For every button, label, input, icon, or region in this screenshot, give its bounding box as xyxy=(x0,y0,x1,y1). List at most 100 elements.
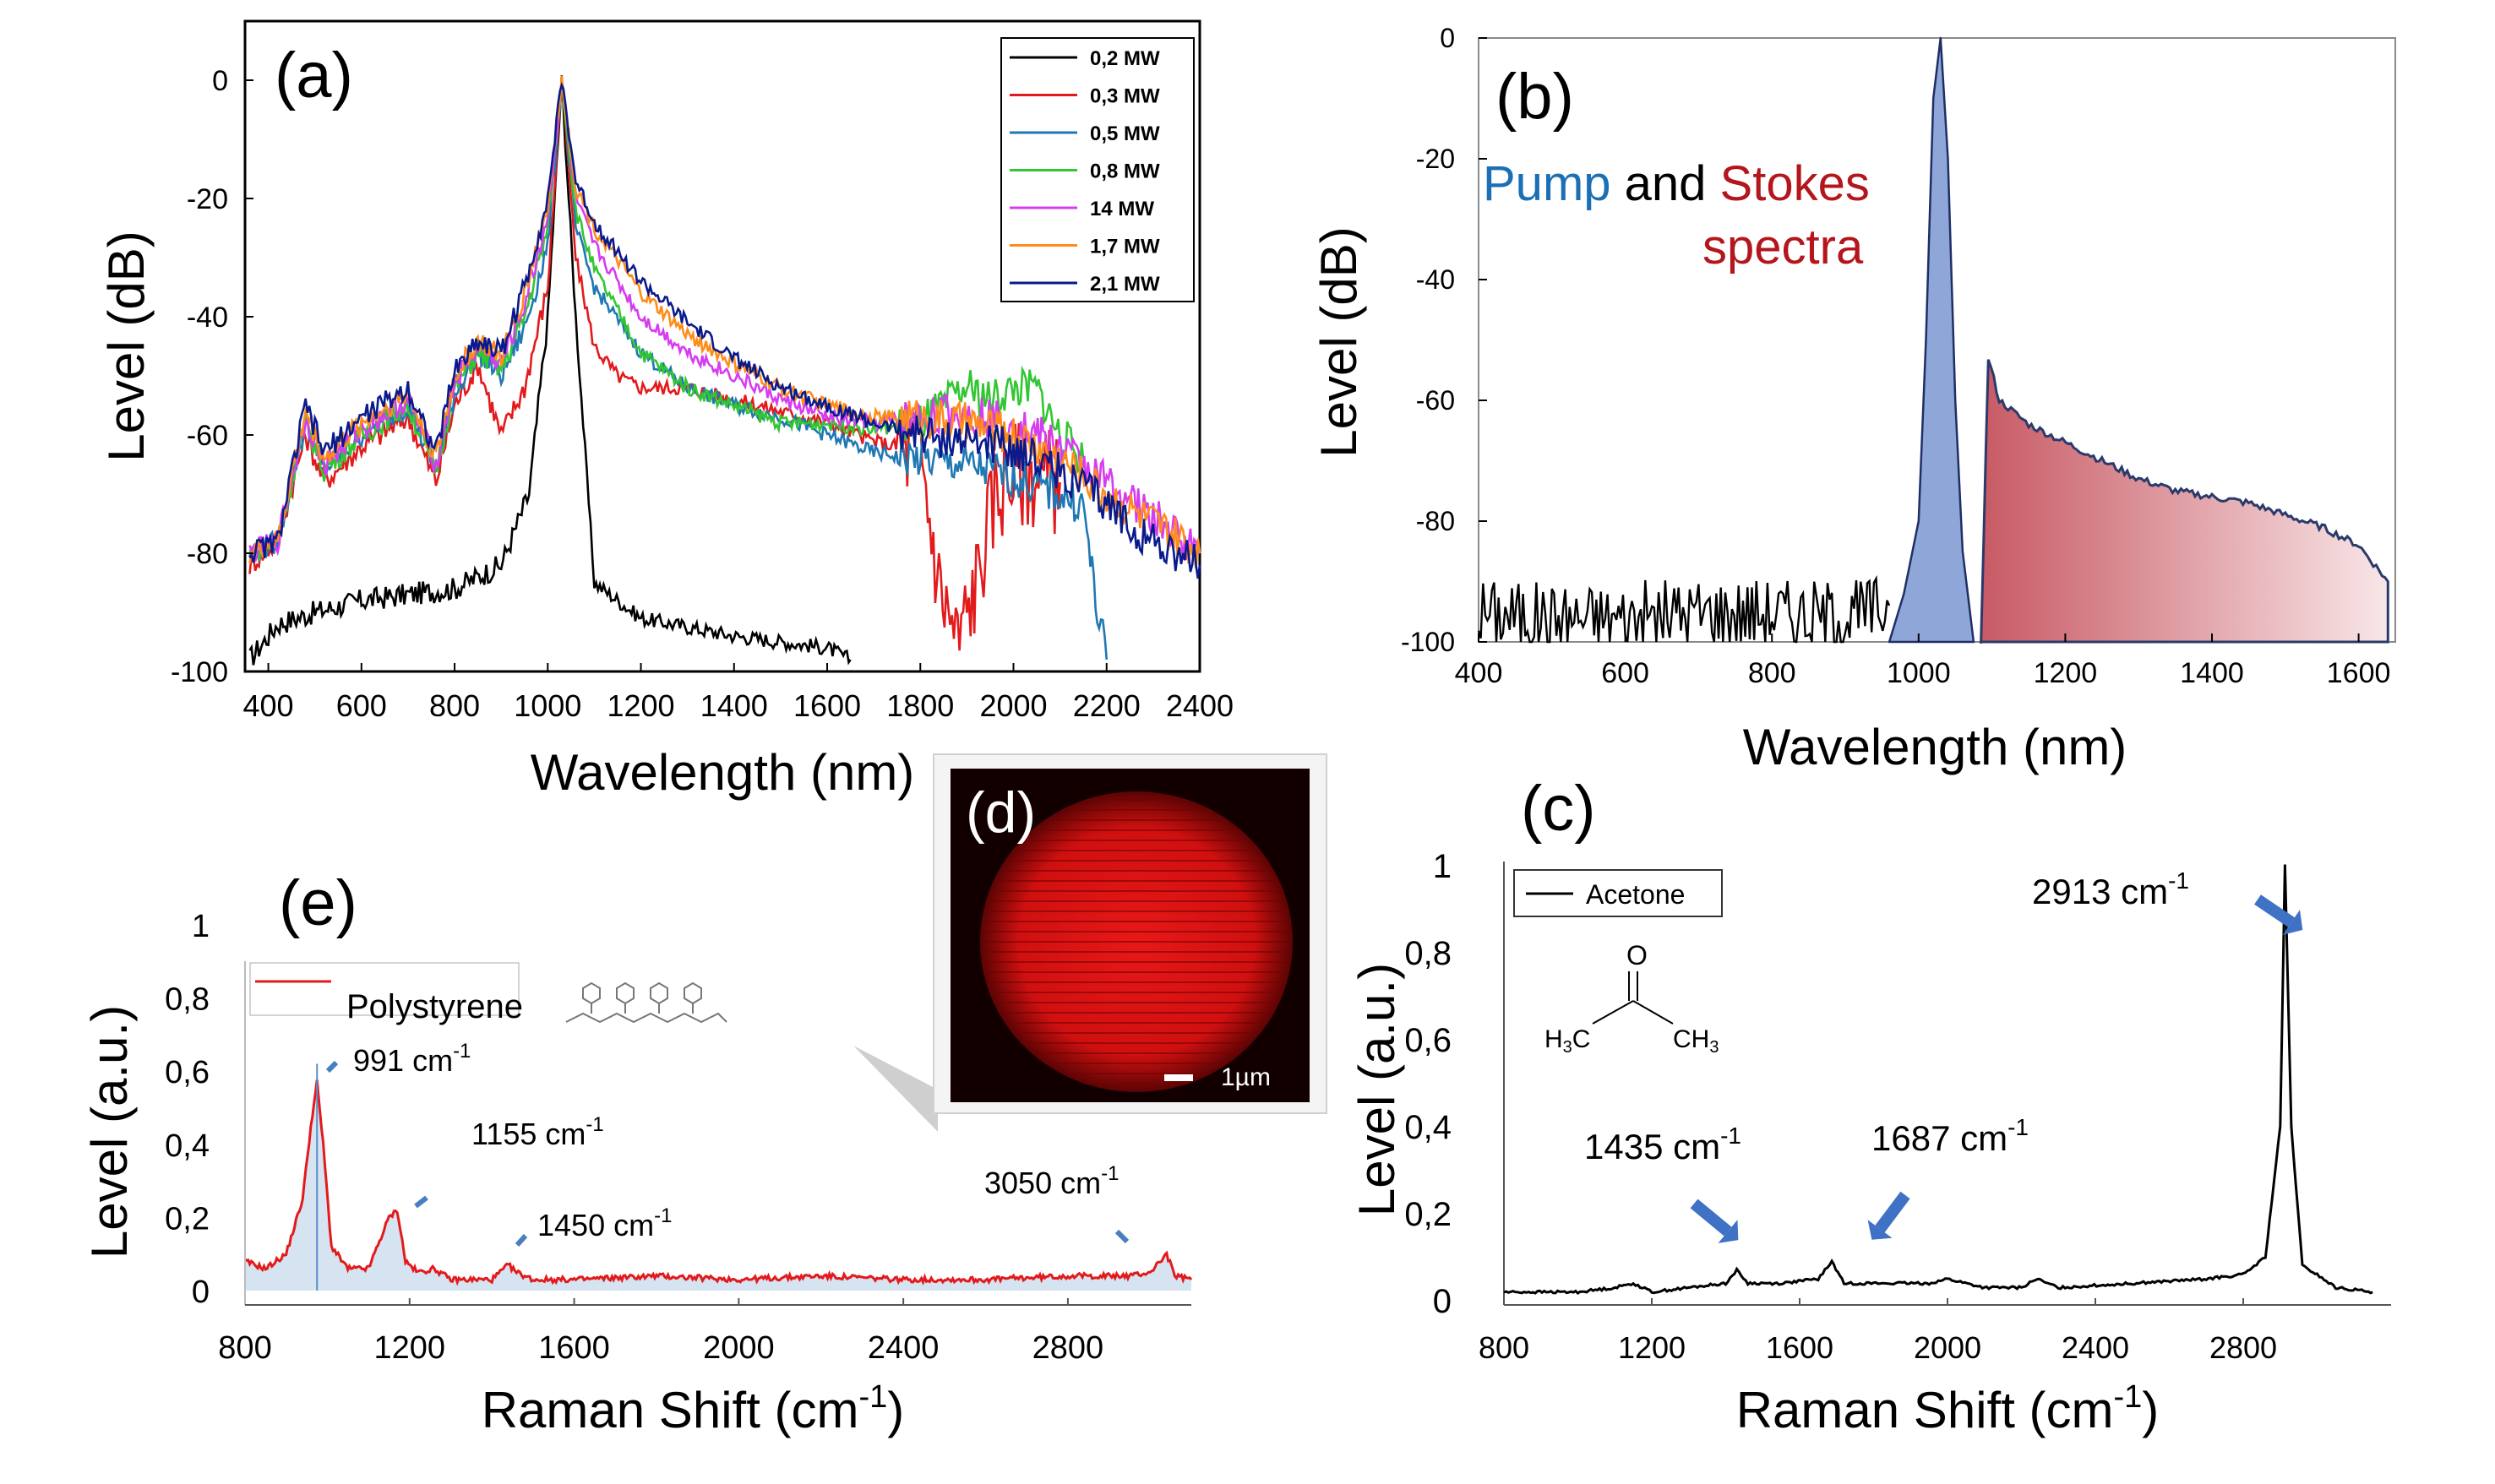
panel-a-legend-label: 1,7 MW xyxy=(1090,236,1160,258)
panel-b-x-ticks: 400 600 800 1000 1200 1400 1600 xyxy=(1455,633,2391,689)
panel-b-x-tick-label: 600 xyxy=(1601,657,1649,689)
panel-a-legend-label: 0,8 MW xyxy=(1090,160,1160,183)
panel-c-x-axis-label-main: Raman Shift (cm xyxy=(1736,1382,2114,1438)
panel-e-y-tick-label: 0,8 xyxy=(165,982,210,1018)
acetone-methyl-left: H3C xyxy=(1544,1025,1590,1057)
panel-c-legend: Acetone xyxy=(1513,869,1723,917)
panel-e-x-tick-label: 800 xyxy=(218,1330,271,1366)
panel-a-y-axis-label: Level (dB) xyxy=(98,231,155,461)
peak-arrow xyxy=(1690,1199,1732,1237)
scale-bar-label: 1µm xyxy=(1221,1063,1271,1091)
panel-c-series xyxy=(1503,864,2373,1296)
panel-c-y-axis-label: Level (a.u.) xyxy=(1348,963,1405,1216)
panel-a-x-tick-label: 1800 xyxy=(886,688,954,723)
panel-e-x-tick-label: 2800 xyxy=(1032,1330,1104,1366)
panel-c-x-ticks: 800 1200 1600 2000 2400 2800 xyxy=(1479,1298,2277,1365)
panel-e-y-tick-label: 0,4 xyxy=(165,1128,210,1164)
panel-c-y-tick-label: 0,8 xyxy=(1404,935,1452,972)
panel-b-x-tick-label: 1200 xyxy=(2034,657,2098,689)
panel-b-y-tick-label: -40 xyxy=(1416,264,1455,295)
panel-b-x-tick-label: 1000 xyxy=(1887,657,1951,689)
panel-e-peak-label: 1155 cm-1 xyxy=(471,1113,604,1151)
peak-label-text: 3050 cm xyxy=(984,1166,1101,1200)
panel-e-y-ticks: 0 0,2 0,4 0,6 0,8 1 xyxy=(165,909,210,1310)
peak-label-sup: -1 xyxy=(2007,1114,2029,1140)
panel-a-x-tick-label: 600 xyxy=(336,688,387,723)
panel-a-x-axis-label: Wavelength (nm) xyxy=(531,744,915,801)
panel-a-x-tick-label: 1400 xyxy=(700,688,768,723)
panel-e-legend-box xyxy=(249,962,520,1016)
polystyrene-ring-3 xyxy=(650,981,668,1005)
panel-c-axes xyxy=(1503,862,2391,1306)
acetone-structure: O H3C CH3 xyxy=(1544,940,1719,1057)
pump-text: Pump xyxy=(1483,156,1611,211)
panel-c-x-tick-label: 2800 xyxy=(2209,1330,2277,1365)
peak-label-sup: -1 xyxy=(453,1040,471,1063)
panel-e-x-ticks: 800 1200 1600 2000 2400 2800 xyxy=(218,1298,1103,1366)
panel-e-peak-label: 3050 cm-1 xyxy=(984,1162,1119,1200)
peak-label-sup: -1 xyxy=(586,1113,603,1136)
peak-label-sup: -1 xyxy=(1101,1162,1119,1185)
peak-arrow xyxy=(414,1195,428,1209)
panel-b-annotation-line2: spectra xyxy=(1702,220,1864,275)
peak-label-sup: -1 xyxy=(1720,1123,1741,1149)
peak-label-text: 1155 cm xyxy=(471,1117,586,1151)
panel-a: 0 -20 -40 -60 -80 -100 400 600 800 1000 1200 1400 1… xyxy=(98,19,1234,801)
panel-a-legend-label: 0,2 MW xyxy=(1090,47,1160,70)
panel-c-y-tick-label: 1 xyxy=(1433,848,1452,885)
panel-e-x-axis-label: Raman Shift (cm-1) xyxy=(482,1379,905,1438)
panel-e-x-tick-label: 2400 xyxy=(868,1330,940,1366)
panel-b-noise-line xyxy=(1477,574,1891,644)
panel-b-y-tick-label: -60 xyxy=(1416,385,1455,416)
panel-a-x-tick-label: 1000 xyxy=(514,688,581,723)
panel-c: 0 0,2 0,4 0,6 0,8 1 800 1200 1600 2000 2400 2800 (… xyxy=(1348,773,2391,1438)
panel-c-y-tick-label: 0,4 xyxy=(1404,1109,1452,1146)
panel-e-y-tick-label: 1 xyxy=(192,909,210,944)
panel-d-label: (d) xyxy=(966,780,1036,845)
panel-b-x-tick-label: 1400 xyxy=(2180,657,2244,689)
panel-b-x-tick-label: 800 xyxy=(1748,657,1796,689)
peak-label-text: 1687 cm xyxy=(1871,1118,2007,1158)
panel-a-series xyxy=(248,75,1201,666)
panel-a-legend-label: 14 MW xyxy=(1090,198,1154,220)
peak-label-sup: -1 xyxy=(654,1204,672,1227)
panel-b-x-tick-label: 1600 xyxy=(2327,657,2391,689)
peak-arrow xyxy=(1875,1191,1910,1233)
acetone-bond-right xyxy=(1632,1000,1674,1025)
panel-b-y-axis-label: Level (dB) xyxy=(1310,226,1367,457)
panel-e-label: (e) xyxy=(279,867,357,939)
peak-arrow-head xyxy=(2282,910,2303,935)
acetone-methyl-right: CH3 xyxy=(1673,1025,1719,1057)
panel-d-callout-wedge xyxy=(853,1046,938,1132)
panel-e-x-tick-label: 2000 xyxy=(703,1330,775,1366)
panel-b-label: (b) xyxy=(1495,61,1574,133)
polystyrene-ring-1 xyxy=(582,981,601,1005)
peak-label-text: 1435 cm xyxy=(1584,1127,1720,1166)
polystyrene-backbone xyxy=(565,1012,727,1024)
panel-c-x-tick-label: 800 xyxy=(1479,1330,1529,1365)
panel-b-y-ticks: 0 -20 -40 -60 -80 -100 xyxy=(1401,23,1487,657)
panel-e: 0 0,2 0,4 0,6 0,8 1 800 1200 1600 2000 2400 2800 (… xyxy=(81,867,1193,1438)
panel-a-x-tick-label: 1200 xyxy=(607,688,674,723)
acetone-bond-left xyxy=(1592,1000,1634,1025)
panel-a-legend-label: 0,5 MW xyxy=(1090,122,1160,145)
polystyrene-ring-4 xyxy=(684,981,702,1005)
peak-label-sup: -1 xyxy=(2168,867,2189,894)
panel-e-polystyrene-line xyxy=(244,1079,1193,1286)
panel-b-y-tick-label: -80 xyxy=(1416,506,1455,536)
panel-a-y-ticks: 0 -20 -40 -60 -80 -100 xyxy=(171,65,253,688)
panel-a-legend-label: 0,3 MW xyxy=(1090,85,1160,108)
panel-a-y-tick-label: 0 xyxy=(212,65,228,97)
panel-e-peak-label: 991 cm-1 xyxy=(353,1040,471,1078)
panel-c-y-tick-label: 0 xyxy=(1433,1283,1452,1320)
and-text: and xyxy=(1625,156,1707,211)
panel-a-series-line xyxy=(248,82,1201,579)
panel-e-series xyxy=(244,1063,1193,1291)
panel-c-x-tick-label: 1200 xyxy=(1618,1330,1686,1365)
panel-b-y-tick-label: 0 xyxy=(1440,23,1455,53)
peak-arrow xyxy=(515,1233,528,1248)
panel-e-y-tick-label: 0,2 xyxy=(165,1201,210,1237)
acetone-oxygen: O xyxy=(1626,940,1648,970)
panel-a-y-tick-label: -20 xyxy=(187,183,228,215)
peak-label-text: 1450 cm xyxy=(537,1208,654,1242)
